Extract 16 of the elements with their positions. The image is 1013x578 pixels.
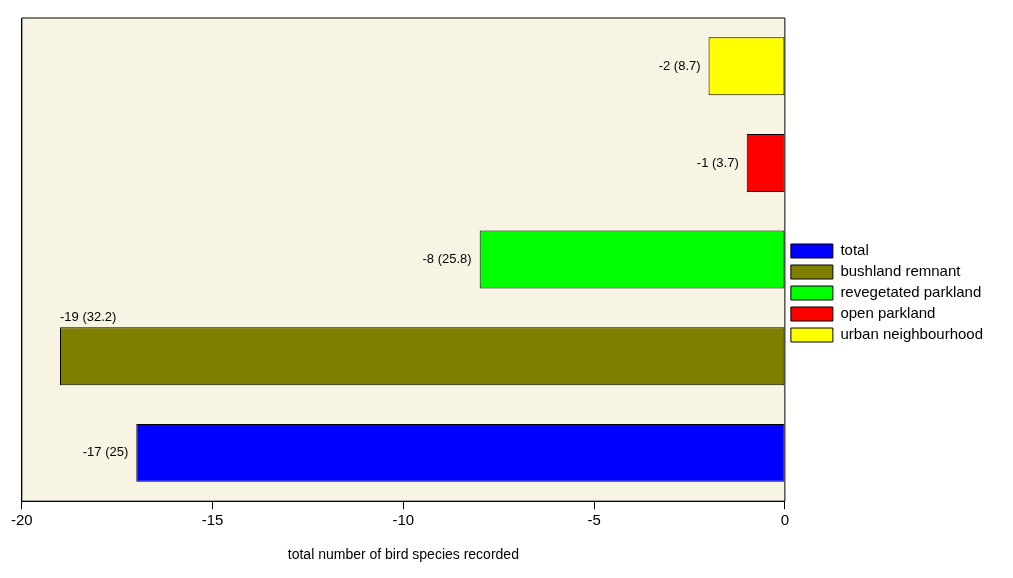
x-tick-label: -5 <box>587 511 601 529</box>
legend-label: open parkland <box>840 304 936 322</box>
x-tick-label: -15 <box>201 511 224 529</box>
x-tick-label: -20 <box>11 511 33 529</box>
x-axis-title: total number of bird species recorded <box>287 546 519 563</box>
legend-label: urban neighbourhood <box>840 325 983 343</box>
legend-label: total <box>840 241 869 259</box>
data-label: -1 (3.7) <box>696 154 739 170</box>
x-tick-label: 0 <box>780 511 790 529</box>
data-label: -17 (25) <box>82 444 129 460</box>
data-label: -19 (32.2) <box>59 309 117 325</box>
x-tick-label: -10 <box>392 511 415 529</box>
data-label: -8 (25.8) <box>422 251 472 267</box>
legend-label: revegetated parkland <box>840 283 982 301</box>
legend-label: bushland remnant <box>840 262 962 280</box>
data-label: -2 (8.7) <box>658 57 701 73</box>
